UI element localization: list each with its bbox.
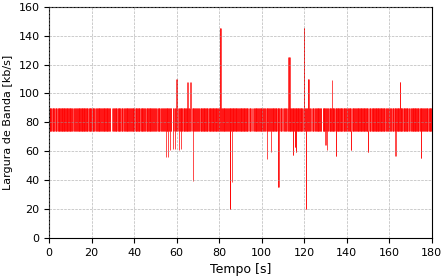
Y-axis label: Largura de Banda [kb/s]: Largura de Banda [kb/s] [3, 55, 13, 190]
X-axis label: Tempo [s]: Tempo [s] [210, 263, 271, 276]
